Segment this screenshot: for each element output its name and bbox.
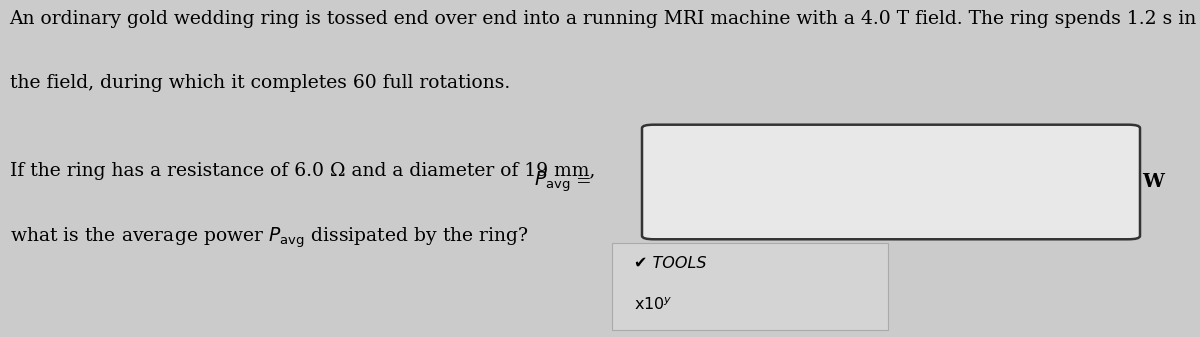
Text: If the ring has a resistance of 6.0 Ω and a diameter of 19 mm,: If the ring has a resistance of 6.0 Ω an… xyxy=(10,162,595,180)
Text: what is the average power $P_{\mathrm{avg}}$ dissipated by the ring?: what is the average power $P_{\mathrm{av… xyxy=(10,226,528,250)
Text: the field, during which it completes 60 full rotations.: the field, during which it completes 60 … xyxy=(10,74,510,92)
Text: =: = xyxy=(576,173,592,191)
Text: W: W xyxy=(1142,173,1164,191)
FancyBboxPatch shape xyxy=(642,125,1140,239)
Text: An ordinary gold wedding ring is tossed end over end into a running MRI machine : An ordinary gold wedding ring is tossed … xyxy=(10,10,1196,28)
FancyBboxPatch shape xyxy=(612,243,888,330)
Text: x10$^{y}$: x10$^{y}$ xyxy=(634,297,672,313)
Text: ✔ TOOLS: ✔ TOOLS xyxy=(634,256,706,271)
Text: $P_{\mathrm{avg}}$: $P_{\mathrm{avg}}$ xyxy=(534,170,570,194)
